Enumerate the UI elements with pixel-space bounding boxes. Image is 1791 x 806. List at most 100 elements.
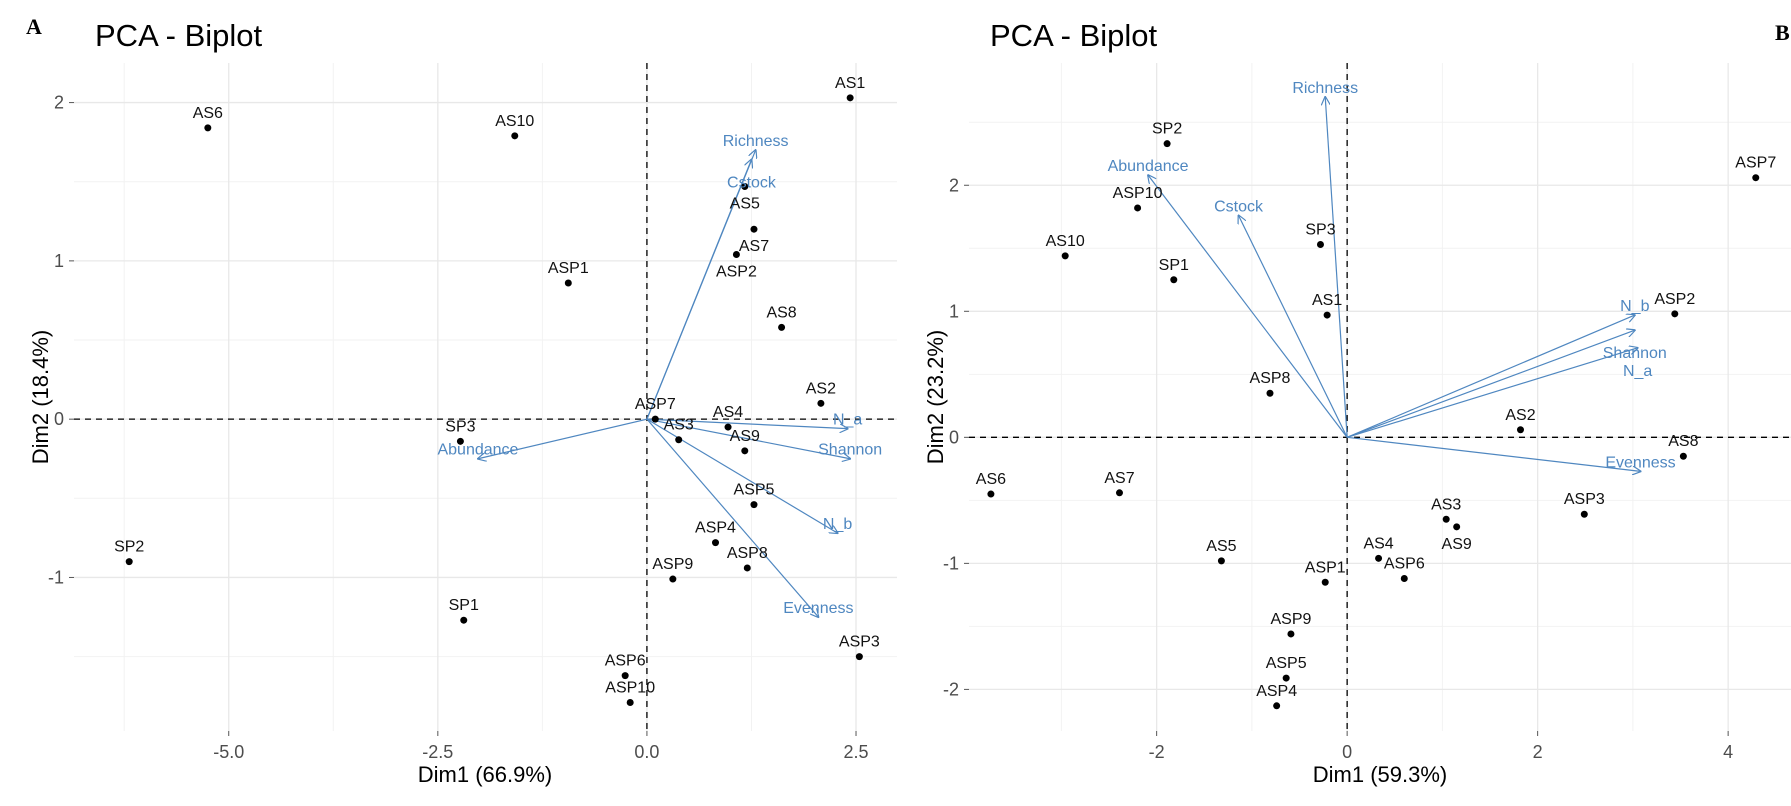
individual-point (817, 399, 825, 407)
x-axis-label-a: Dim1 (66.9%) (418, 762, 552, 787)
variable-label: Cstock (727, 175, 777, 192)
individual-point (987, 490, 995, 498)
x-tick-label: 0 (1342, 742, 1352, 762)
variable-arrow-richness (1325, 97, 1348, 438)
individual-label: ASP8 (727, 545, 768, 562)
individual-label: AS5 (1206, 538, 1236, 555)
individual-point (675, 436, 683, 444)
individual-point (1580, 510, 1588, 518)
variable-label: Shannon (1603, 345, 1667, 362)
individual-label: ASP10 (1113, 185, 1163, 202)
grid (69, 63, 897, 736)
individual-point (1752, 174, 1760, 182)
variable-arrow-evenness (646, 418, 818, 617)
individual-label: AS9 (1442, 536, 1472, 553)
individual-label: AS6 (193, 105, 223, 122)
variable-label: Evenness (783, 600, 853, 617)
individual-point (1170, 276, 1178, 284)
individual-point (1266, 389, 1274, 397)
individual-label: AS9 (730, 428, 760, 445)
variable-arrow-n_a (1346, 348, 1638, 438)
individual-label: AS4 (1363, 535, 1393, 552)
individual-label: ASP2 (1654, 291, 1695, 308)
individual-label: ASP3 (1564, 491, 1605, 508)
individual-point (1453, 523, 1461, 531)
individual-label: ASP4 (1256, 683, 1297, 700)
variable-label: N_a (1623, 363, 1652, 380)
x-tick-label: 2.5 (844, 742, 869, 762)
individual-label: AS8 (766, 304, 796, 321)
individual-point (1321, 578, 1329, 586)
biplot-a: A PCA - Biplot Dim1 (66.9%) Dim2 (18.4%)… (26, 14, 897, 787)
y-tick-label: 1 (949, 301, 959, 321)
individual-point (741, 447, 749, 455)
individual-point (460, 616, 468, 624)
y-tick-label: -1 (48, 567, 64, 587)
y-tick-label: 2 (54, 93, 64, 113)
individual-label: ASP7 (1735, 155, 1776, 172)
individual-label: AS5 (730, 195, 760, 212)
individual-point (1375, 554, 1383, 562)
individual-label: ASP1 (548, 260, 589, 277)
individual-label: ASP2 (716, 264, 757, 281)
individual-label: AS2 (1505, 407, 1535, 424)
variable-label: Abundance (1108, 158, 1189, 175)
variable-arrow-shannon (646, 418, 850, 459)
x-tick-label: 2 (1533, 742, 1543, 762)
individual-label: ASP3 (839, 634, 880, 651)
variable-label: N_b (1620, 298, 1649, 315)
individual-point (626, 699, 634, 707)
individual-point (1273, 702, 1281, 710)
individual-label: ASP9 (1270, 611, 1311, 628)
individual-point (1679, 452, 1687, 460)
x-tick-label: 4 (1723, 742, 1733, 762)
individual-label: SP1 (449, 597, 479, 614)
variable-label: Abundance (437, 442, 518, 459)
x-axis-label-b: Dim1 (59.3%) (1313, 762, 1447, 787)
x-tick-label: -2.5 (422, 742, 453, 762)
individual-point (732, 251, 740, 259)
individual-label: AS10 (1046, 233, 1085, 250)
individual-label: ASP10 (605, 680, 655, 697)
variable-arrow-n_b (1346, 315, 1635, 438)
grid (964, 63, 1791, 736)
individual-point (1134, 204, 1142, 212)
individual-label: SP3 (1305, 221, 1335, 238)
individual-point (1442, 515, 1450, 523)
individual-point (855, 653, 863, 661)
y-tick-label: 0 (949, 427, 959, 447)
individual-point (778, 323, 786, 331)
individual-point (1061, 252, 1069, 260)
x-tick-label: 0.0 (634, 742, 659, 762)
individual-point (669, 575, 677, 583)
variable-label: Evenness (1605, 454, 1675, 471)
individual-label: AS2 (806, 380, 836, 397)
individual-label: ASP8 (1250, 370, 1291, 387)
panel-label-b: B (1775, 20, 1790, 45)
individual-point (1115, 489, 1123, 497)
individual-point (741, 182, 749, 190)
individual-point (1323, 311, 1331, 319)
biplot-b: B PCA - Biplot Dim1 (59.3%) Dim2 (23.2%)… (923, 18, 1791, 787)
individual-point (1516, 426, 1524, 434)
individual-point (743, 564, 751, 572)
individual-point (1400, 574, 1408, 582)
individual-label: AS7 (1104, 470, 1134, 487)
individual-label: ASP6 (1384, 555, 1425, 572)
individual-label: SP1 (1159, 257, 1189, 274)
chart-title-a: PCA - Biplot (95, 18, 263, 53)
chart-title-b: PCA - Biplot (990, 18, 1158, 53)
variable-label: Shannon (818, 442, 882, 459)
y-axis-label-b: Dim2 (23.2%) (923, 330, 948, 464)
individual-label: AS1 (1312, 292, 1342, 309)
individual-point (564, 279, 572, 287)
individual-label: AS7 (739, 238, 769, 255)
individual-point (204, 124, 212, 132)
variable-arrow-n_a (646, 418, 848, 428)
individual-point (1282, 674, 1290, 682)
individual-label: ASP4 (695, 520, 736, 537)
individual-label: SP2 (114, 539, 144, 556)
individual-point (125, 558, 133, 566)
variable-arrow-abundance (1148, 175, 1348, 438)
